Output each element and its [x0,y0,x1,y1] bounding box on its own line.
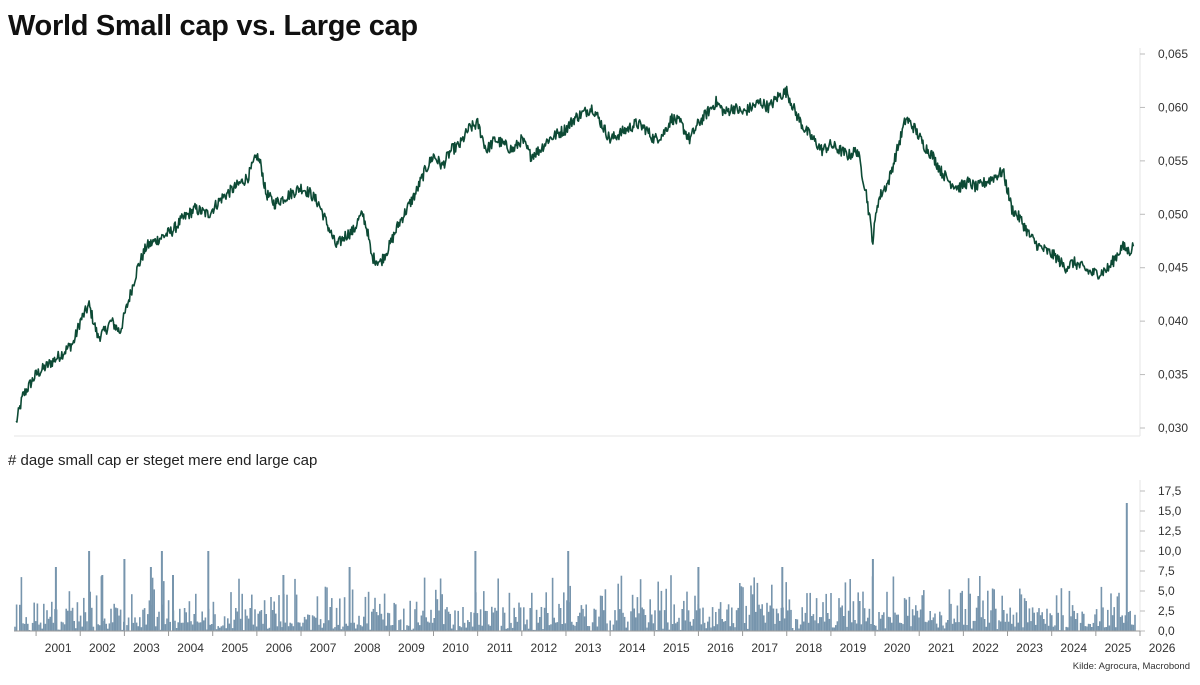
y-tick-label: 0,050 [1158,207,1188,221]
x-tick-label: 2024 [1060,641,1087,655]
x-tick-label: 2016 [707,641,734,655]
x-tick-label: 2003 [133,641,160,655]
y-tick-label: 0,055 [1158,154,1188,168]
lower-panel-title: # dage small cap er steget mere end larg… [8,452,318,469]
x-tick-label: 2006 [266,641,293,655]
x-tick-label: 2011 [487,641,513,655]
y-tick-label: 0,045 [1158,261,1188,275]
x-tick-label: 2021 [928,641,955,655]
x-tick-label: 2023 [1016,641,1043,655]
x-tick-label: 2018 [795,641,822,655]
y-tick-label: 0,040 [1158,314,1188,328]
x-axis: 2001 2002 2003 2004 2005 2006 2007 2008 2009 2010… [35,631,1176,655]
x-tick-label: 2007 [310,641,337,655]
x-tick-label: 2005 [221,641,248,655]
y-tick-label: 12,5 [1158,524,1182,538]
y-tick-label: 0,030 [1158,421,1188,435]
chart-title: World Small cap vs. Large cap [8,10,418,42]
y-tick-label: 0,060 [1158,100,1188,114]
top-line-panel: 0,065 0,060 0,055 0,050 0,045 0,040 0,035 0,030 [14,47,1188,437]
y-tick-label: 0,065 [1158,47,1188,61]
x-tick-label: 2010 [442,641,469,655]
x-tick-label: 2004 [177,641,204,655]
y-tick-label: 7,5 [1158,564,1175,578]
y-tick-label: 17,5 [1158,484,1182,498]
x-tick-label: 2012 [531,641,558,655]
x-tick-label: 2002 [89,641,116,655]
x-tick-label: 2017 [751,641,778,655]
y-tick-label: 2,5 [1158,604,1175,618]
x-tick-label: 2014 [619,641,646,655]
y-tick-label: 10,0 [1158,544,1182,558]
y-tick-label: 0,035 [1158,368,1188,382]
x-tick-label: 2009 [398,641,425,655]
x-tick-label: 2013 [575,641,602,655]
x-tick-label: 2019 [840,641,867,655]
x-tick-label: 2026 [1149,641,1176,655]
y-tick-label: 0,0 [1158,624,1175,638]
x-tick-label: 2020 [884,641,911,655]
x-tick-label: 2008 [354,641,381,655]
source-note: Kilde: Agrocura, Macrobond [1072,661,1190,672]
x-tick-label: 2022 [972,641,999,655]
ratio-line [15,85,1135,423]
bottom-bar-panel: 17,5 15,0 12,5 10,0 7,5 5,0 2,5 0,0 [14,480,1182,638]
x-tick-label: 2025 [1105,641,1132,655]
y-tick-label: 5,0 [1158,584,1175,598]
x-tick-label: 2001 [45,641,72,655]
y-tick-label: 15,0 [1158,504,1182,518]
x-tick-label: 2015 [663,641,690,655]
